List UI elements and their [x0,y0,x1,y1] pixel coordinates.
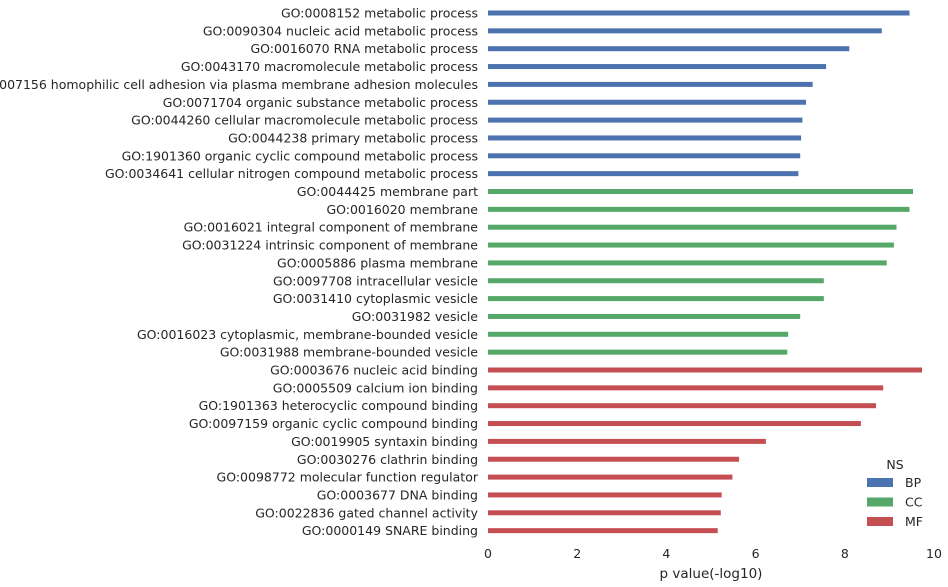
category-label: GO:0016020 membrane [326,202,478,217]
bar-cc-2 [488,206,910,212]
x-tick-label: 8 [841,546,849,561]
legend-label-cc: CC [905,495,923,510]
category-label: GO:0031982 vesicle [352,309,479,324]
category-label: GO:0016070 RNA metabolic process [250,41,478,56]
legend-swatch-mf [867,517,893,526]
category-label: GO:0008152 metabolic process [281,6,478,21]
x-tick-label: 6 [752,546,760,561]
category-label: GO:0007156 homophilic cell adhesion via … [0,77,478,92]
bar-cc-8 [488,313,801,319]
bars-group [488,10,922,534]
bar-bp-10 [488,171,799,177]
category-label: GO:0005886 plasma membrane [277,255,478,270]
category-label: GO:1901363 heterocyclic compound binding [199,398,478,413]
category-label: GO:0071704 organic substance metabolic p… [163,95,478,110]
bar-mf-4 [488,421,861,427]
category-label: GO:0031224 intrinsic component of membra… [182,238,478,253]
category-label: GO:0044425 membrane part [297,184,478,199]
bar-mf-10 [488,528,718,534]
bar-mf-1 [488,367,922,373]
category-label: GO:0000149 SNARE binding [302,523,478,538]
x-tick-label: 4 [662,546,670,561]
category-label: GO:0003677 DNA binding [317,488,478,503]
legend-label-bp: BP [905,475,922,490]
category-label: GO:0016021 integral component of membran… [184,220,479,235]
bar-cc-1 [488,189,913,194]
bar-mf-5 [488,438,766,444]
bar-cc-5 [488,260,887,266]
legend-label-mf: MF [905,514,923,529]
bar-mf-7 [488,474,733,480]
category-label: GO:0044238 primary metabolic process [228,131,478,146]
category-label: GO:1901360 organic cyclic compound metab… [122,148,478,163]
bar-mf-8 [488,492,722,498]
x-axis-title: p value(-log10) [660,566,763,582]
bar-bp-8 [488,135,802,141]
category-labels: GO:0008152 metabolic process GO:0090304 n… [0,6,479,539]
category-label: GO:0043170 macromolecule metabolic proce… [181,59,478,74]
bar-bp-6 [488,99,806,105]
bar-bp-5 [488,81,813,87]
category-label: GO:0097159 organic cyclic compound bindi… [189,416,478,431]
bar-mf-9 [488,510,721,516]
bar-bp-3 [488,46,850,52]
x-tick-label: 0 [484,546,492,561]
legend-swatch-cc [867,497,893,507]
category-label: GO:0003676 nucleic acid binding [270,363,478,378]
category-label: GO:0030276 clathrin binding [297,452,478,467]
legend: NS BP CC MF [867,457,923,529]
bar-mf-3 [488,403,876,409]
bar-cc-10 [488,349,788,355]
category-label: GO:0097708 intracellular vesicle [273,273,478,288]
category-label: GO:0034641 cellular nitrogen compound me… [105,166,478,181]
category-label: GO:0031410 cytoplasmic vesicle [273,291,478,306]
bar-bp-2 [488,28,882,34]
bar-bp-1 [488,10,910,16]
category-label: GO:0019905 syntaxin binding [291,434,478,449]
x-tick-label: 10 [926,546,942,561]
category-label: GO:0098772 molecular function regulator [217,470,479,485]
bar-cc-3 [488,224,897,230]
bar-cc-6 [488,278,824,284]
category-label: GO:0022836 gated channel activity [255,505,478,520]
x-axis: 0 2 4 6 8 10 [484,546,942,561]
category-label: GO:0044260 cellular macromolecule metabo… [131,113,478,128]
bar-mf-6 [488,456,740,462]
bar-bp-7 [488,117,803,123]
category-label: GO:0031988 membrane-bounded vesicle [220,345,478,360]
category-label: GO:0016023 cytoplasmic, membrane-bounded… [137,327,478,342]
category-label: GO:0005509 calcium ion binding [273,380,478,395]
bar-bp-9 [488,153,801,159]
x-tick-label: 2 [573,546,581,561]
bar-bp-4 [488,64,827,70]
bar-cc-7 [488,296,824,302]
category-label: GO:0090304 nucleic acid metabolic proces… [203,23,478,38]
bar-mf-2 [488,385,884,391]
bar-cc-9 [488,331,789,337]
legend-swatch-bp [867,478,893,487]
legend-title: NS [886,457,903,472]
bar-cc-4 [488,242,894,248]
